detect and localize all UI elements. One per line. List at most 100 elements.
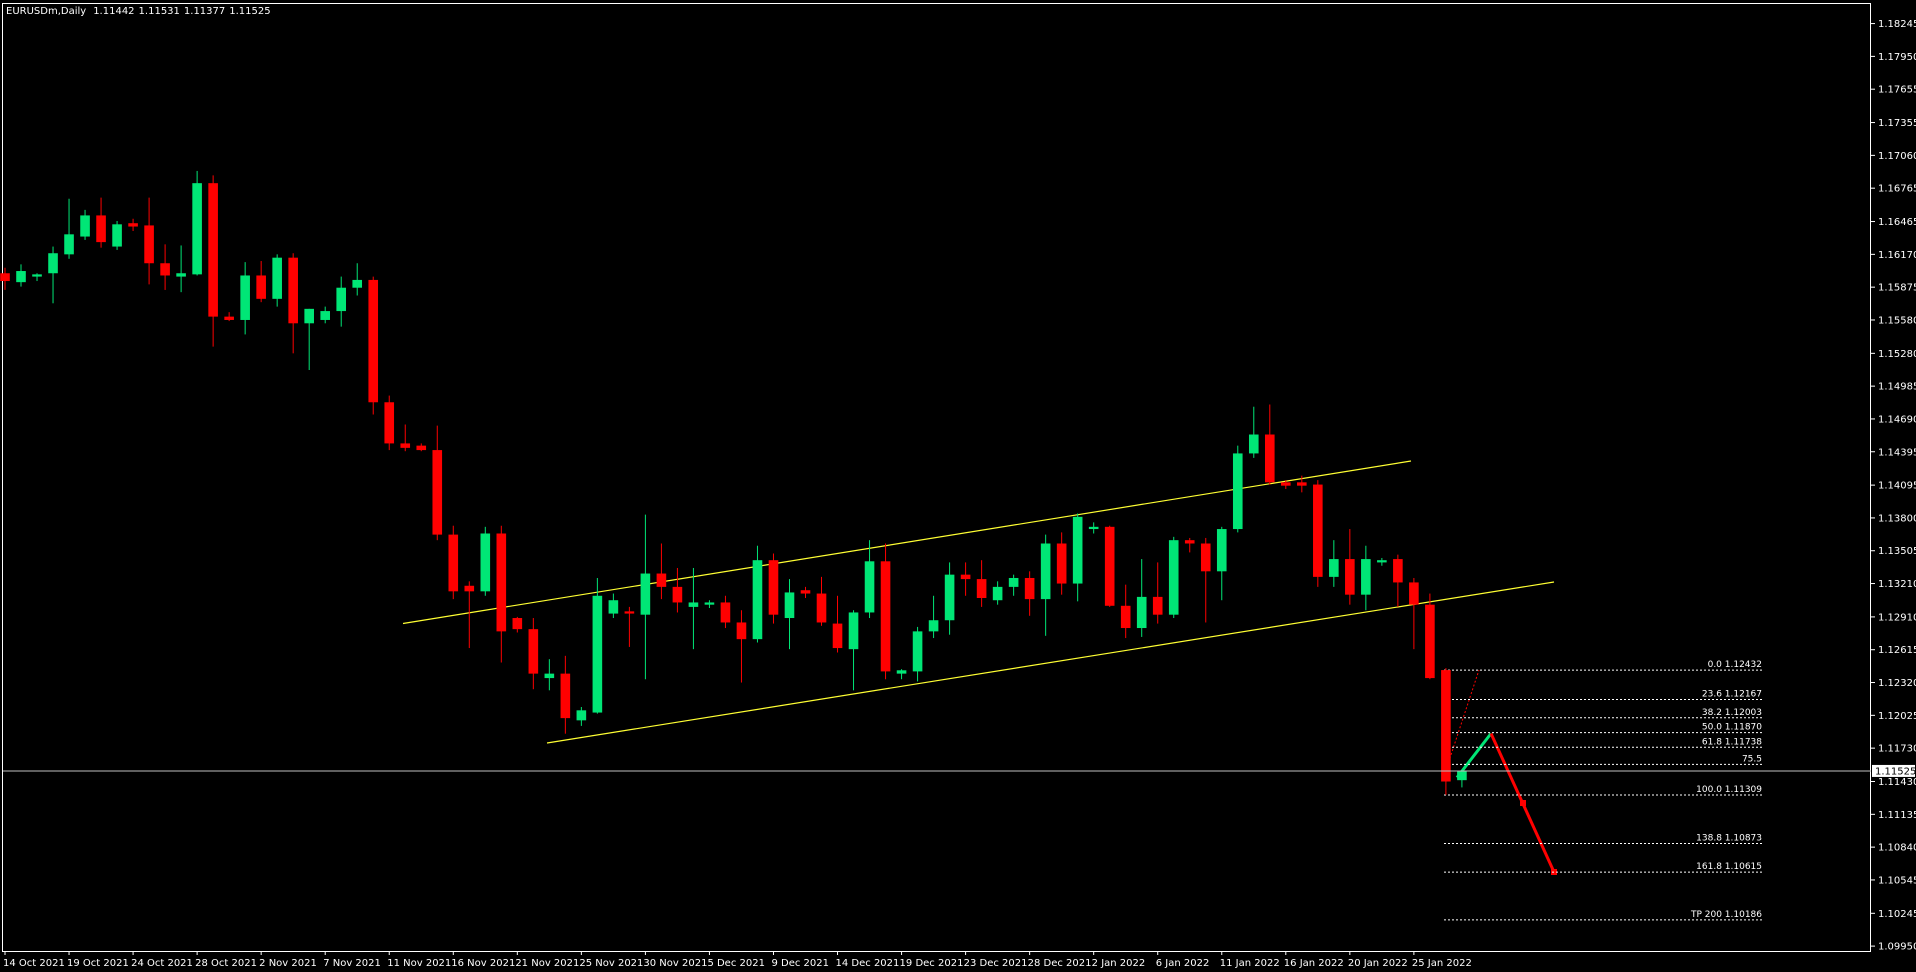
candle-body [832,623,843,649]
candle-body [528,629,539,674]
x-tick-label: 25 Nov 2021 [579,958,643,969]
x-tick-label: 24 Oct 2021 [131,958,193,969]
y-tick-label: 1.10840 [1878,843,1916,854]
y-tick-label: 1.10245 [1878,909,1916,920]
x-tick-label: 21 Nov 2021 [515,958,579,969]
candle-body [176,273,186,277]
x-tick-label: 11 Nov 2021 [387,958,451,969]
candle-body [1104,526,1115,606]
x-tick-label: 7 Nov 2021 [323,958,381,969]
last-close: 1.11525 [229,6,270,17]
fib-label: 75.5 [1742,754,1762,764]
candle-body [1056,543,1067,584]
candle-body [1393,559,1403,583]
x-tick-label: 16 Jan 2022 [1284,958,1344,969]
x-tick-label: 14 Oct 2021 [3,958,65,969]
candle-body [944,574,955,621]
candle-body [960,574,971,580]
candle-body [320,311,330,320]
candle-body [1281,482,1291,486]
x-tick-label: 9 Dec 2021 [771,958,829,969]
candle-body [784,592,795,619]
y-tick-label: 1.14690 [1878,414,1916,425]
candle-body [96,215,106,243]
fib-label: 23.6 1.12167 [1702,690,1762,700]
candle-body [1024,577,1035,600]
candle-body [0,273,10,282]
y-tick-label: 1.14985 [1878,382,1916,393]
candle-body [1120,605,1131,629]
x-tick-label: 19 Dec 2021 [900,958,964,969]
candle-body [240,275,250,320]
x-tick-label: 6 Jan 2022 [1156,958,1210,969]
current-price-label: 1.11525 [1875,766,1916,777]
candle-body [1088,526,1099,530]
candle-body [752,560,763,640]
x-tick-label: 28 Dec 2021 [1028,958,1092,969]
candle-body [1136,596,1147,629]
candle-body [432,450,443,535]
candle-body [256,275,266,299]
candle-body [704,602,715,605]
x-tick-label: 2 Jan 2022 [1092,958,1146,969]
candle-body [16,271,26,283]
x-tick-label: 23 Dec 2021 [964,958,1028,969]
candle-body [608,600,619,614]
y-tick-label: 1.15875 [1878,283,1916,294]
candle-body [480,533,491,592]
candle-body [912,631,923,672]
y-tick-label: 1.16765 [1878,184,1916,195]
plot-frame [2,3,1871,952]
candle-body [1072,516,1083,584]
candle-body [880,561,891,672]
x-tick-label: 2 Nov 2021 [259,958,317,969]
y-tick-label: 1.10545 [1878,875,1916,886]
x-tick-label: 16 Nov 2021 [451,958,515,969]
y-tick-label: 1.11430 [1878,777,1916,788]
fib-label: 38.2 1.12003 [1702,708,1762,718]
y-tick-label: 1.15280 [1878,349,1916,360]
candle-body [1232,453,1243,530]
x-tick-label: 11 Jan 2022 [1220,958,1280,969]
candle-body [656,573,667,587]
last-open: 1.11442 [93,6,134,17]
candle-body [640,573,651,615]
drawings [402,460,1762,921]
y-tick-label: 1.17950 [1878,52,1916,63]
last-high: 1.11531 [139,6,180,17]
candle-body [416,445,427,451]
x-tick-label: 25 Jan 2022 [1412,958,1472,969]
candle-body [576,710,587,721]
candle-body [1457,770,1467,781]
candle-body [1297,482,1307,486]
candle-body [1409,582,1419,605]
fib-label: 61.8 1.11738 [1702,737,1762,747]
candle-body [1008,577,1019,587]
candle-body [624,611,635,614]
candle-body [1345,559,1355,595]
y-tick-label: 1.11135 [1878,810,1916,821]
candle-body [560,673,571,719]
retrace-arrow [1455,732,1493,779]
fib-label: 138.8 1.10873 [1696,833,1762,843]
candle-body [464,585,475,592]
x-tick-label: 20 Jan 2022 [1348,958,1408,969]
candle-body [304,308,314,324]
chart-header: EURUSDm,Daily 1.11442 1.11531 1.11377 1.1152… [6,6,271,17]
candle-body [1040,543,1051,600]
candle-body [48,253,58,274]
y-tick-label: 1.15580 [1878,315,1916,326]
candle-body [672,586,683,603]
candle-body [496,533,507,632]
candle-body [1313,484,1323,577]
y-tick-label: 1.16465 [1878,217,1916,228]
symbol-title: EURUSDm,Daily [6,6,86,17]
candle-body [1329,559,1339,577]
candle-body [848,612,859,650]
y-tick-label: 1.17355 [1878,118,1916,129]
current-price-box [1872,764,1915,777]
candle-body [1248,434,1259,454]
y-tick-label: 1.14395 [1878,447,1916,458]
